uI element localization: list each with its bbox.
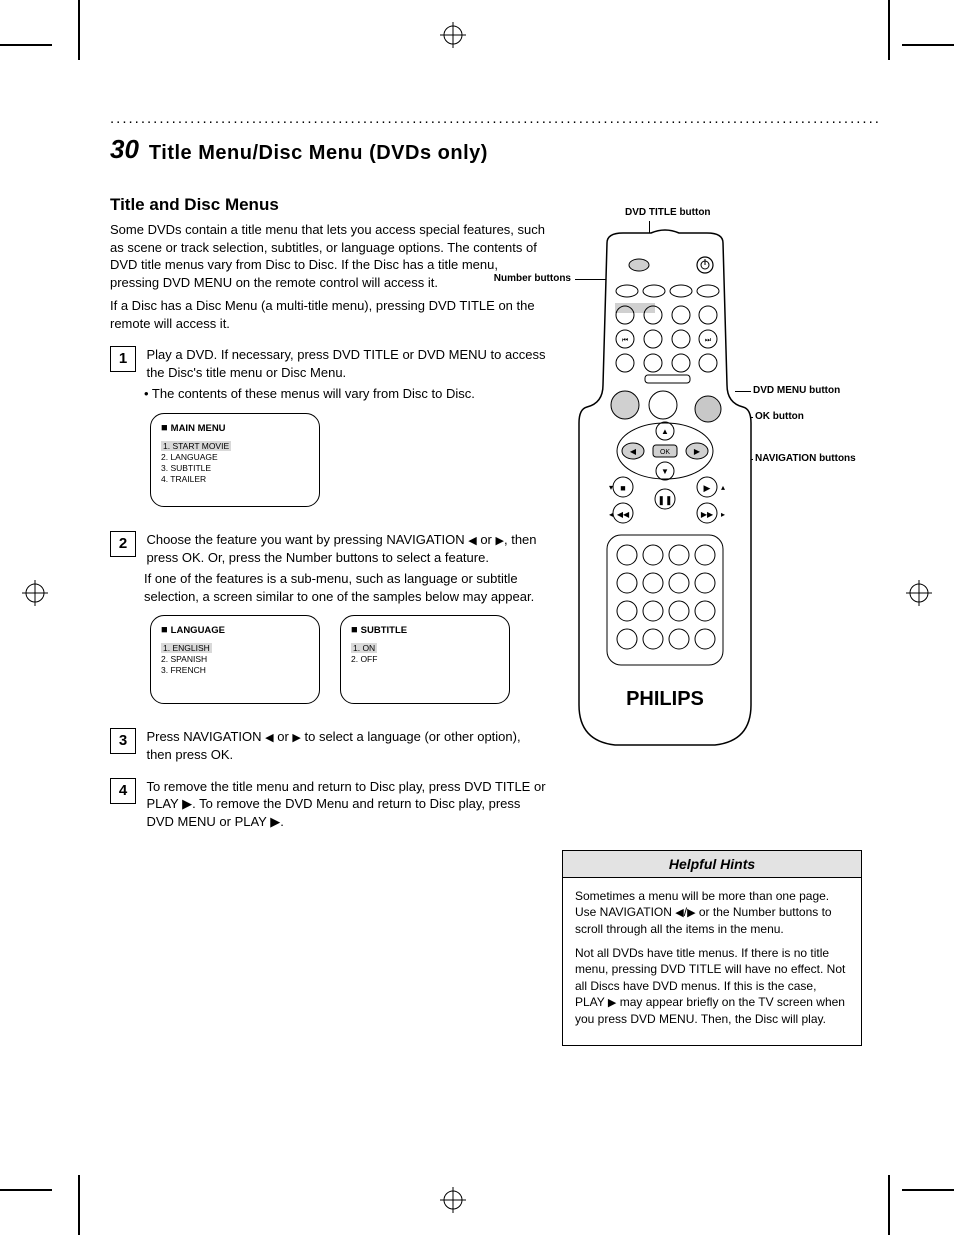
osd-main-line-1: 1. START MOVIE — [161, 441, 231, 451]
reg-mark-bottom — [440, 1187, 466, 1213]
svg-text:◂: ◂ — [609, 510, 613, 519]
svg-text:❚❚: ❚❚ — [657, 495, 672, 506]
step-1-sub: • The contents of these menus will vary … — [110, 385, 550, 403]
svg-text:▶: ▶ — [694, 447, 701, 456]
section-title: Title Menu/Disc Menu (DVDs only) — [149, 142, 488, 165]
intro-p2: If a Disc has a Disc Menu (a multi-title… — [110, 297, 550, 332]
svg-text:▶: ▶ — [704, 483, 711, 493]
osd-lang-line-1: 1. ENGLISH — [161, 643, 212, 653]
svg-text:▲: ▲ — [661, 427, 669, 436]
reg-mark-top — [440, 22, 466, 48]
svg-text:▶▶: ▶▶ — [701, 510, 714, 519]
osd-language: ■LANGUAGE 1. ENGLISH 2. SPANISH 3. FRENC… — [150, 615, 320, 704]
svg-text:■: ■ — [620, 483, 625, 493]
osd-lang-line-3: 3. FRENCH — [161, 665, 309, 675]
callout-dvd-menu: DVD MENU button — [753, 385, 840, 396]
osd-main-title: MAIN MENU — [171, 423, 226, 434]
svg-text:◀◀: ◀◀ — [617, 510, 630, 519]
remote-control: DVD TITLE button Number buttons DVD MENU… — [575, 225, 775, 755]
step-4-num: 4 — [110, 778, 136, 804]
svg-text:▸: ▸ — [721, 510, 725, 519]
step-1-text: Play a DVD. If necessary, press DVD TITL… — [146, 346, 546, 381]
step-4: 4 To remove the title menu and return to… — [110, 778, 550, 831]
osd-subtitle: ■SUBTITLE 1. ON 2. OFF — [340, 615, 510, 704]
reg-mark-right — [906, 580, 932, 606]
helpful-hints: Helpful Hints Sometimes a menu will be m… — [562, 850, 862, 1046]
svg-text:▼: ▼ — [661, 467, 669, 476]
step-3-text: Press NAVIGATION ◀ or ▶ to select a lang… — [146, 728, 546, 763]
osd-sub-line-2: 2. OFF — [351, 654, 499, 664]
svg-text:▴: ▴ — [721, 483, 725, 492]
osd-main-menu: ■MAIN MENU 1. START MOVIE 2. LANGUAGE 3.… — [150, 413, 320, 507]
step-4-text: To remove the title menu and return to D… — [146, 778, 546, 831]
callout-number: Number buttons — [485, 273, 571, 284]
callout-ok: OK button — [755, 411, 804, 422]
osd-main-line-4: 4. TRAILER — [161, 474, 309, 484]
step-1: 1 Play a DVD. If necessary, press DVD TI… — [110, 346, 550, 381]
callout-nav: NAVIGATION buttons — [755, 453, 856, 464]
callout-dvd-title: DVD TITLE button — [625, 207, 711, 218]
intro-heading: Title and Disc Menus — [110, 195, 550, 215]
reg-mark-left — [22, 580, 48, 606]
osd-main-line-2: 2. LANGUAGE — [161, 452, 309, 462]
osd-lang-line-2: 2. SPANISH — [161, 654, 309, 664]
osd-lang-title: LANGUAGE — [171, 625, 225, 636]
hints-header: Helpful Hints — [563, 851, 861, 878]
page-number: 30 — [110, 134, 139, 165]
remote-svg: ⏮ ⏭ ▲ ▼ ◀ ▶ OK ■ ▶ ❚❚ ◀◀ ▶▶ ▾ — [575, 225, 755, 755]
step-2-text: Choose the feature you want by pressing … — [146, 531, 546, 566]
step-2-sub: If one of the features is a sub-menu, su… — [110, 570, 550, 605]
page-header: 30 Title Menu/Disc Menu (DVDs only) — [110, 134, 880, 165]
intro-p1: Some DVDs contain a title menu that lets… — [110, 221, 550, 291]
divider-dots: ........................................… — [110, 110, 880, 128]
svg-text:⏭: ⏭ — [705, 337, 712, 344]
hints-p1: Sometimes a menu will be more than one p… — [575, 888, 849, 937]
osd-main-line-3: 3. SUBTITLE — [161, 463, 309, 473]
step-2-num: 2 — [110, 531, 136, 557]
svg-text:▾: ▾ — [609, 483, 613, 492]
step-1-num: 1 — [110, 346, 136, 372]
remote-brand: PHILIPS — [626, 688, 704, 710]
osd-sub-title: SUBTITLE — [361, 625, 407, 636]
osd-sub-line-1: 1. ON — [351, 643, 377, 653]
svg-text:◀: ◀ — [630, 447, 637, 456]
hints-p2: Not all DVDs have title menus. If there … — [575, 945, 849, 1027]
step-2: 2 Choose the feature you want by pressin… — [110, 531, 550, 566]
svg-text:OK: OK — [660, 449, 670, 456]
svg-text:⏮: ⏮ — [622, 337, 628, 344]
step-3: 3 Press NAVIGATION ◀ or ▶ to select a la… — [110, 728, 550, 763]
step-3-num: 3 — [110, 728, 136, 754]
